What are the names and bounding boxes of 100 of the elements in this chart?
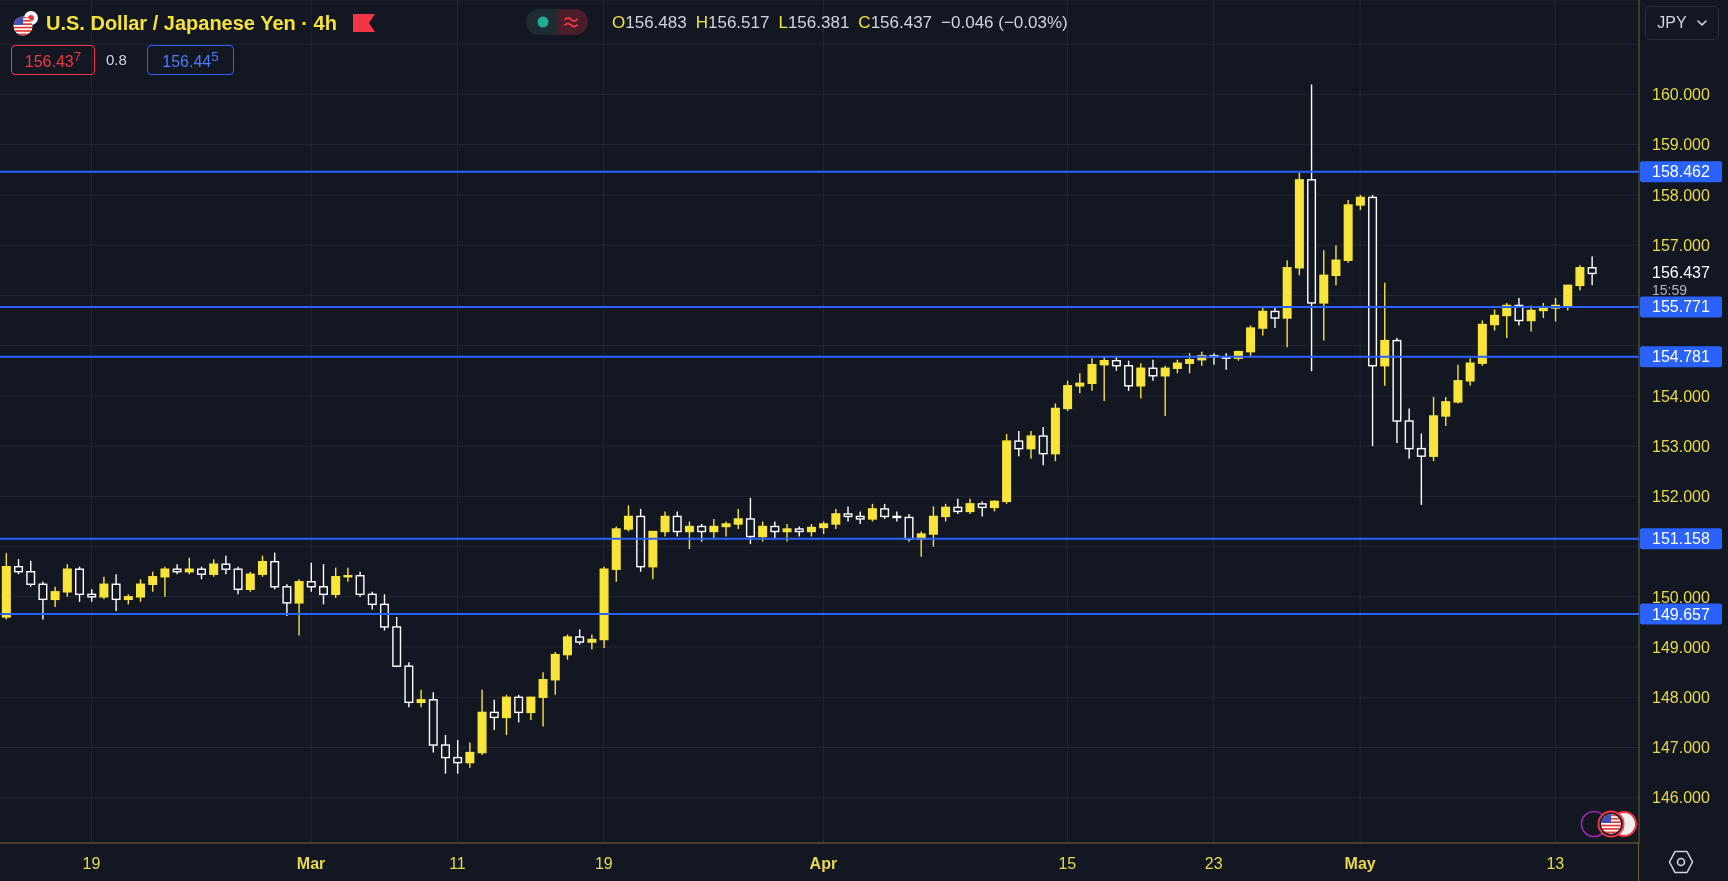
candlestick xyxy=(1087,357,1097,392)
candlestick xyxy=(440,734,450,775)
annotation: −0.046 (−0.03%) xyxy=(941,13,1068,32)
x-tick-label: 15 xyxy=(1058,855,1077,873)
candlestick xyxy=(1014,430,1024,457)
annotation: C156.437 xyxy=(858,13,933,32)
candlestick xyxy=(136,578,146,603)
ref-line-label: 151.158 xyxy=(1652,530,1710,548)
candlestick xyxy=(1270,307,1280,329)
candlestick xyxy=(1465,357,1475,387)
y-tick-label: 153.000 xyxy=(1652,437,1710,455)
candlestick xyxy=(1099,355,1109,402)
candlestick xyxy=(892,510,902,523)
candlestick xyxy=(355,571,365,598)
ref-line-label: 155.771 xyxy=(1652,298,1710,316)
candlestick xyxy=(50,586,60,608)
candlestick xyxy=(1026,430,1036,460)
y-tick-label: 149.000 xyxy=(1652,638,1710,656)
candlestick xyxy=(489,699,499,731)
candlestick xyxy=(1185,352,1195,374)
x-tick-label: 19 xyxy=(594,855,613,873)
annotation: 0.8 xyxy=(106,51,127,68)
candlestick xyxy=(306,561,316,593)
candlestick xyxy=(379,593,389,632)
candlestick xyxy=(1246,324,1256,357)
ref-line-label: 158.462 xyxy=(1652,163,1710,181)
candlestick xyxy=(953,498,963,515)
candlestick xyxy=(904,513,914,543)
candlestick xyxy=(831,508,841,530)
candlestick xyxy=(1160,365,1170,417)
buy-button: 156.44$^{5}$ xyxy=(147,45,234,75)
candlestick xyxy=(538,671,548,728)
candlestick xyxy=(721,520,731,538)
y-tick-label: 157.000 xyxy=(1652,236,1710,254)
annotation: O156.483 xyxy=(612,13,687,32)
candlestick xyxy=(453,739,463,775)
candlestick xyxy=(709,518,719,540)
candlestick xyxy=(562,633,572,661)
candlestick xyxy=(733,508,743,530)
candlestick xyxy=(928,505,938,548)
y-tick-label: 146.000 xyxy=(1652,789,1710,807)
candlestick xyxy=(1075,372,1085,395)
y-tick-label: 160.000 xyxy=(1652,86,1710,104)
x-tick-label: 23 xyxy=(1204,855,1223,873)
candlestick xyxy=(1038,426,1048,466)
x-tick-label: 11 xyxy=(449,855,466,873)
ref-line-label: 149.657 xyxy=(1652,605,1710,623)
y-tick-label: 147.000 xyxy=(1652,739,1710,757)
y-tick-label: 158.000 xyxy=(1652,186,1710,204)
x-tick-label: 13 xyxy=(1546,855,1565,873)
currency-dropdown: JPY xyxy=(1645,6,1719,40)
candlestick xyxy=(1587,255,1597,287)
candlestick xyxy=(1490,308,1500,332)
candlestick xyxy=(1453,364,1463,405)
text: 15:59 xyxy=(1652,282,1688,299)
candlestick xyxy=(501,694,511,736)
candlestick xyxy=(343,566,353,583)
candlestick xyxy=(111,573,121,612)
candlestick xyxy=(233,565,243,596)
candlestick xyxy=(99,576,109,601)
candlestick xyxy=(1124,360,1134,392)
candlestick xyxy=(526,696,536,721)
candlestick xyxy=(258,554,267,578)
candlestick xyxy=(221,554,231,575)
candlestick xyxy=(672,510,682,538)
candlestick xyxy=(160,565,170,598)
candlestick xyxy=(1148,359,1158,382)
candlestick xyxy=(758,520,768,543)
candlestick xyxy=(1575,264,1585,292)
candlestick xyxy=(465,741,475,769)
candlestick xyxy=(1563,284,1573,312)
candlestick xyxy=(331,566,341,599)
candlestick xyxy=(148,571,158,593)
candlestick xyxy=(1136,362,1146,400)
ref-line-label: 154.781 xyxy=(1652,348,1710,366)
candlestick xyxy=(745,497,755,545)
y-tick-label: 159.000 xyxy=(1652,136,1710,154)
annotation: 156.43$^{7}$ xyxy=(24,48,82,72)
candlestick xyxy=(782,523,792,543)
annotation: 156.44$^{5}$ xyxy=(162,48,219,72)
candlestick xyxy=(1441,396,1451,427)
text: U.S. Dollar / Japanese Yen · 4h xyxy=(46,11,337,34)
x-tick-label: May xyxy=(1344,855,1376,873)
candlestick xyxy=(1526,304,1536,333)
x-tick-label: Apr xyxy=(809,855,838,873)
candlestick xyxy=(1063,380,1073,412)
candlestick xyxy=(1258,307,1268,337)
candlestick xyxy=(62,563,72,598)
candlestick xyxy=(245,571,255,593)
candlestick xyxy=(1331,244,1341,287)
candlestick xyxy=(318,563,328,606)
x-tick-label: Mar xyxy=(296,855,326,873)
candlestick xyxy=(514,694,524,724)
x-tick-label: 19 xyxy=(82,855,101,873)
annotation: H156.517 xyxy=(695,13,770,32)
y-tick-label: 152.000 xyxy=(1652,488,1710,506)
candlestick xyxy=(684,520,694,550)
candlestick xyxy=(843,505,853,523)
candlestick xyxy=(587,633,597,651)
y-tick-label: 148.000 xyxy=(1652,688,1710,706)
